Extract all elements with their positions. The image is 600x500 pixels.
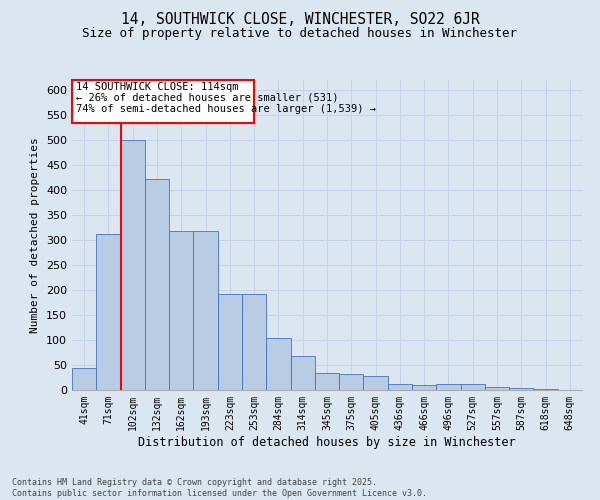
Bar — [533, 389, 558, 390]
Bar — [364, 376, 388, 390]
X-axis label: Distribution of detached houses by size in Winchester: Distribution of detached houses by size … — [138, 436, 516, 448]
Bar — [461, 384, 485, 390]
Bar — [339, 374, 364, 390]
Text: Contains HM Land Registry data © Crown copyright and database right 2025.
Contai: Contains HM Land Registry data © Crown c… — [12, 478, 427, 498]
Text: Size of property relative to detached houses in Winchester: Size of property relative to detached ho… — [83, 28, 517, 40]
Bar — [436, 384, 461, 390]
Bar — [388, 384, 412, 390]
Bar — [121, 140, 145, 390]
Bar — [169, 230, 193, 390]
Bar — [218, 294, 242, 390]
Bar — [72, 368, 96, 390]
Bar — [509, 388, 533, 390]
Text: 74% of semi-detached houses are larger (1,539) →: 74% of semi-detached houses are larger (… — [76, 104, 376, 114]
Bar — [485, 387, 509, 390]
Bar — [145, 178, 169, 390]
Text: ← 26% of detached houses are smaller (531): ← 26% of detached houses are smaller (53… — [76, 93, 338, 103]
Bar — [96, 234, 121, 390]
Bar — [242, 294, 266, 390]
FancyBboxPatch shape — [72, 80, 254, 122]
Text: 14 SOUTHWICK CLOSE: 114sqm: 14 SOUTHWICK CLOSE: 114sqm — [76, 82, 238, 92]
Bar — [290, 356, 315, 390]
Bar — [193, 230, 218, 390]
Bar — [266, 338, 290, 390]
Bar — [412, 385, 436, 390]
Text: 14, SOUTHWICK CLOSE, WINCHESTER, SO22 6JR: 14, SOUTHWICK CLOSE, WINCHESTER, SO22 6J… — [121, 12, 479, 28]
Bar — [315, 372, 339, 390]
Y-axis label: Number of detached properties: Number of detached properties — [31, 137, 40, 333]
